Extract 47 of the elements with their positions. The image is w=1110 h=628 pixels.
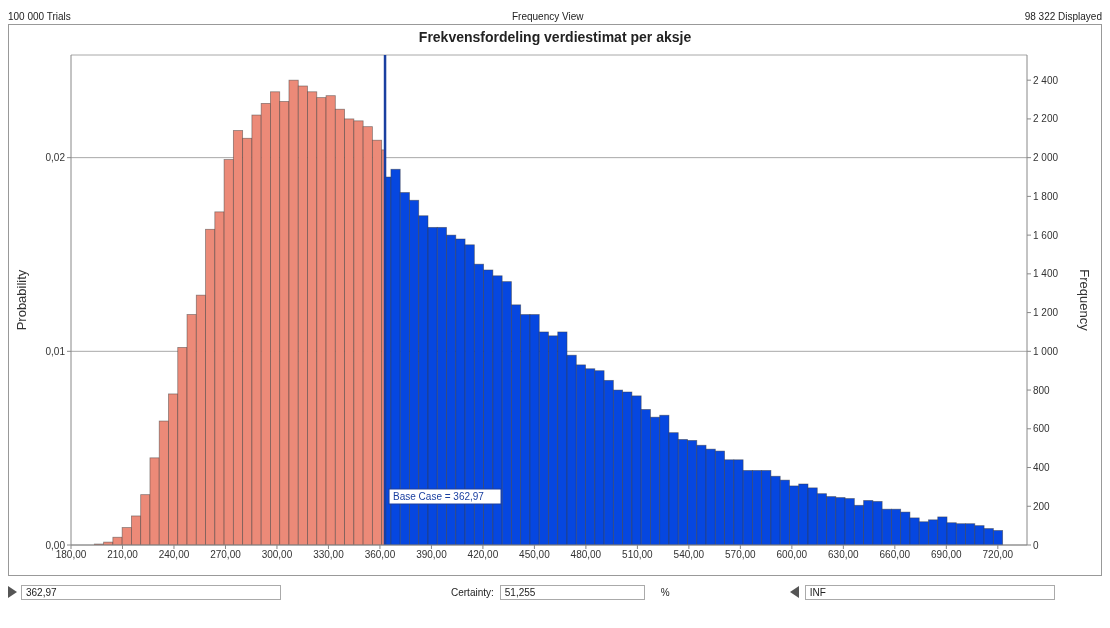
y2-tick-label: 2 200 bbox=[1033, 113, 1059, 125]
x-tick-label: 720,00 bbox=[982, 549, 1014, 561]
y2-tick-label: 1 200 bbox=[1033, 307, 1059, 319]
text: Certainty: bbox=[451, 586, 494, 598]
y2-tick-label: 1 600 bbox=[1033, 229, 1059, 241]
x-tick-label: 420,00 bbox=[467, 549, 499, 561]
y2-tick-label: 600 bbox=[1033, 423, 1051, 435]
text: % bbox=[660, 586, 670, 598]
x-tick-label: 240,00 bbox=[158, 549, 190, 561]
x-tick-label: 390,00 bbox=[416, 549, 448, 561]
x-tick-label: 630,00 bbox=[828, 549, 860, 561]
y-tick-label: 0,02 bbox=[45, 152, 66, 164]
y2-tick-label: 200 bbox=[1033, 500, 1051, 512]
x-tick-label: 690,00 bbox=[931, 549, 963, 561]
text: 51,255 bbox=[499, 584, 645, 600]
y2-tick-label: 400 bbox=[1033, 462, 1051, 474]
x-tick-label: 510,00 bbox=[622, 549, 654, 561]
y2-axis-title: Frequency bbox=[1077, 269, 1093, 332]
y2-tick-label: 0 bbox=[1033, 539, 1039, 551]
y-tick-label: 0,01 bbox=[45, 345, 66, 357]
x-tick-label: 270,00 bbox=[210, 549, 242, 561]
x-tick-label: 570,00 bbox=[725, 549, 757, 561]
x-tick-label: 210,00 bbox=[107, 549, 139, 561]
x-tick-label: 600,00 bbox=[776, 549, 808, 561]
x-tick-label: 660,00 bbox=[879, 549, 911, 561]
text: 98 322 Displayed bbox=[1024, 10, 1102, 22]
y-tick-label: 0,00 bbox=[45, 539, 66, 551]
y-axis-title: Probability bbox=[13, 269, 29, 331]
text: 362,97 bbox=[21, 584, 281, 600]
y2-tick-label: 1 000 bbox=[1033, 345, 1059, 357]
y2-tick-label: 2 400 bbox=[1033, 74, 1059, 86]
text: 100 000 Trials bbox=[8, 10, 71, 22]
x-tick-label: 360,00 bbox=[364, 549, 396, 561]
y2-tick-label: 1 800 bbox=[1033, 190, 1059, 202]
y2-tick-label: 800 bbox=[1033, 384, 1051, 396]
chart-title: Frekvensfordeling verdiestimat per aksje bbox=[417, 29, 693, 45]
y2-tick-label: 2 000 bbox=[1033, 152, 1059, 164]
text: Frequency View bbox=[512, 10, 584, 22]
x-tick-label: 480,00 bbox=[570, 549, 602, 561]
text: INF bbox=[804, 584, 1055, 600]
ref-line-label: Base Case = 362,97 bbox=[393, 491, 485, 502]
x-tick-label: 300,00 bbox=[261, 549, 293, 561]
x-tick-label: 450,00 bbox=[519, 549, 551, 561]
x-tick-label: 540,00 bbox=[673, 549, 705, 561]
x-tick-label: 180,00 bbox=[55, 549, 87, 561]
x-tick-label: 330,00 bbox=[313, 549, 345, 561]
y2-tick-label: 1 400 bbox=[1033, 268, 1059, 280]
